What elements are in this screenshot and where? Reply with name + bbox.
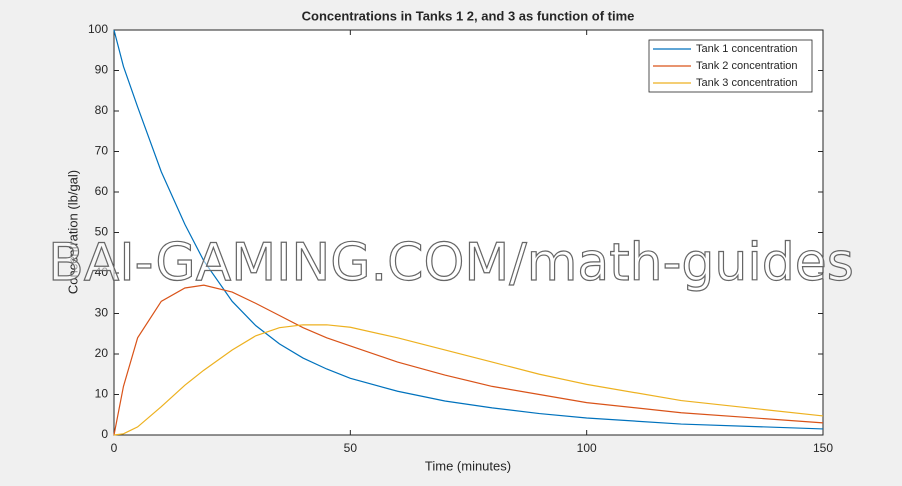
y-tick-label: 10 bbox=[95, 387, 109, 401]
series-line bbox=[113, 324, 824, 436]
series-line bbox=[113, 284, 824, 436]
chart-title: Concentrations in Tanks 1 2, and 3 as fu… bbox=[302, 8, 635, 23]
y-tick-label: 60 bbox=[95, 184, 109, 198]
x-tick-label: 150 bbox=[813, 441, 833, 455]
legend-label: Tank 1 concentration bbox=[696, 43, 798, 55]
x-axis-label: Time (minutes) bbox=[425, 458, 511, 473]
y-tick-label: 100 bbox=[88, 22, 108, 36]
x-tick-label: 100 bbox=[577, 441, 597, 455]
y-tick-label: 70 bbox=[95, 144, 109, 158]
legend-label: Tank 3 concentration bbox=[696, 77, 798, 89]
plot-area bbox=[114, 30, 823, 435]
y-tick-label: 30 bbox=[95, 306, 109, 320]
y-tick-label: 50 bbox=[95, 225, 109, 239]
y-tick-label: 90 bbox=[95, 63, 109, 77]
x-tick-label: 0 bbox=[111, 441, 118, 455]
watermark: BAI-GAMING.COM/math-guides bbox=[48, 233, 854, 293]
y-axis-label: Concentration (lb/gal) bbox=[65, 170, 80, 294]
series-line bbox=[113, 29, 824, 430]
x-tick-label: 50 bbox=[344, 441, 358, 455]
legend-label: Tank 2 concentration bbox=[696, 60, 798, 72]
y-tick-label: 0 bbox=[101, 427, 108, 441]
y-tick-label: 20 bbox=[95, 346, 109, 360]
axes-box bbox=[113, 29, 824, 436]
y-tick-label: 80 bbox=[95, 103, 109, 117]
y-tick-label: 40 bbox=[95, 265, 109, 279]
